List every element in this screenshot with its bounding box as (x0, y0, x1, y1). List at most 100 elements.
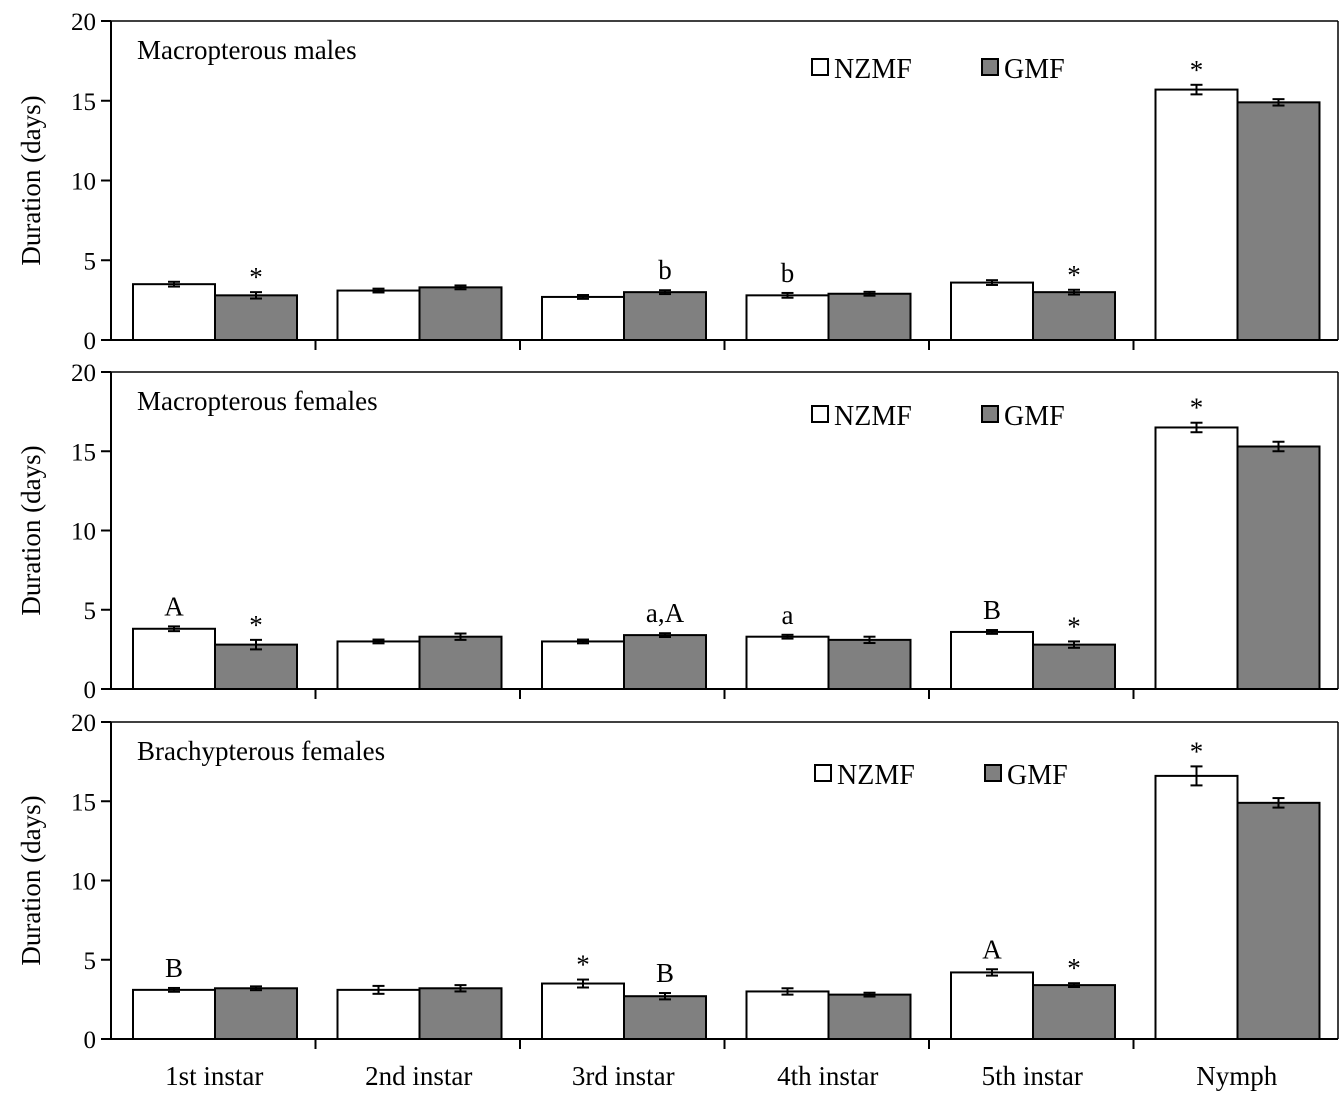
bar-nzmf-4th-instar (745, 990, 830, 1041)
bar-nzmf-nymph (1154, 426, 1239, 690)
panel-1: 0 5 10 15 20 Duration (days) Macropterous male… (16, 9, 1339, 355)
bar-nzmf-2nd-instar (336, 640, 421, 691)
error-bar-nzmf-1st-instar (168, 986, 180, 993)
error-bar-nzmf-2nd-instar (372, 287, 385, 294)
error-bar-nzmf-4th-instar (781, 633, 794, 640)
error-bar-gmf-3rd-instar (659, 632, 671, 639)
legend: NZMF GMF (811, 54, 1065, 85)
annotation-3rd-instar: * (576, 950, 590, 980)
error-bar-nzmf-4th-instar (781, 291, 794, 299)
x-category-label-1st-instar: 1st instar (165, 1061, 263, 1091)
error-bar-gmf-1st-instar (250, 638, 262, 651)
legend-swatch-nzmf (811, 405, 829, 423)
error-bar-gmf-1st-instar (250, 291, 262, 300)
annotation-3rd-instar: a,A (646, 598, 685, 628)
error-bar-gmf-5th-instar (1068, 288, 1080, 296)
legend-label-gmf: GMF (1004, 401, 1065, 432)
error-bar-nzmf-3rd-instar (577, 294, 589, 300)
error-bar-gmf-4th-instar (863, 290, 876, 297)
annotation-3rd-instar: b (658, 255, 672, 285)
error-bar-gmf-nymph (1272, 797, 1285, 809)
x-category-label-3rd-instar: 3rd instar (572, 1061, 675, 1091)
bar-nzmf-4th-instar (745, 635, 830, 691)
y-tick-label: 15 (71, 789, 96, 816)
panel-title: Macropterous females (137, 386, 378, 416)
x-category-label-5th-instar: 5th instar (982, 1061, 1083, 1091)
bar-gmf-2nd-instar (418, 635, 503, 691)
panel-title: Brachypterous females (137, 736, 385, 766)
annotation-5th-instar: * (1067, 953, 1081, 983)
bar-gmf-4th-instar (827, 292, 912, 341)
error-bar-gmf-1st-instar (250, 985, 262, 992)
y-tick-label: 0 (84, 1027, 97, 1054)
error-bar-gmf-3rd-instar (659, 992, 671, 1001)
x-category-label-4th-instar: 4th instar (777, 1061, 878, 1091)
error-bar-gmf-3rd-instar (659, 289, 671, 296)
y-tick-label: 5 (84, 598, 97, 625)
error-bar-nzmf-4th-instar (781, 987, 794, 996)
error-bar-nzmf-1st-instar (168, 625, 180, 633)
y-tick-label: 10 (71, 519, 96, 546)
panel-2: 0 5 10 15 20 Duration (days) Macropterous fema… (16, 360, 1339, 704)
bar-gmf-3rd-instar (623, 634, 707, 690)
annotation-1st-instar: A (164, 591, 184, 621)
panel-3: 0 5 10 15 20 Duration (days) Brachypterous fem… (16, 710, 1339, 1054)
y-tick-label: 15 (71, 89, 96, 116)
bar-gmf-5th-instar (1032, 643, 1116, 690)
error-bar-gmf-2nd-instar (454, 632, 467, 641)
bar-gmf-nymph (1236, 101, 1321, 341)
y-tick-label: 10 (71, 169, 96, 196)
bar-nzmf-1st-instar (132, 627, 216, 691)
error-bar-gmf-2nd-instar (454, 984, 467, 993)
error-bar-gmf-5th-instar (1068, 982, 1080, 989)
error-bar-nzmf-3rd-instar (577, 638, 589, 645)
x-category-label-2nd-instar: 2nd instar (365, 1061, 472, 1091)
error-bar-gmf-2nd-instar (454, 284, 467, 291)
error-bar-gmf-5th-instar (1068, 640, 1080, 649)
y-tick-label: 20 (71, 9, 96, 36)
legend: NZMF GMF (814, 760, 1068, 791)
error-bar-nzmf-3rd-instar (577, 978, 589, 989)
error-bar-gmf-nymph (1272, 440, 1285, 453)
bar-gmf-1st-instar (214, 987, 298, 1041)
legend-label-nzmf: NZMF (834, 54, 912, 85)
bar-gmf-4th-instar (827, 993, 912, 1040)
bar-nzmf-3rd-instar (541, 982, 625, 1041)
annotation-nymph: * (1190, 736, 1204, 766)
error-bar-nzmf-5th-instar (986, 629, 998, 635)
bar-nzmf-nymph (1154, 774, 1239, 1040)
legend-label-nzmf: NZMF (834, 401, 912, 432)
error-bar-nzmf-2nd-instar (372, 984, 385, 995)
error-bar-nzmf-2nd-instar (372, 638, 385, 645)
y-tick-label: 20 (71, 710, 96, 737)
y-axis-title: Duration (days) (16, 95, 46, 265)
annotation-3rd-instar: B (656, 958, 674, 988)
bar-nzmf-5th-instar (950, 971, 1034, 1040)
annotation-5th-instar: * (1067, 611, 1081, 641)
annotation-1st-instar: B (165, 953, 183, 983)
x-category-label-nymph: Nymph (1196, 1061, 1278, 1091)
legend-swatch-gmf (981, 405, 999, 423)
y-axis-title: Duration (days) (16, 795, 46, 965)
annotation-nymph: * (1190, 393, 1204, 423)
annotation-nymph: * (1190, 55, 1204, 85)
annotation-1st-instar: * (249, 262, 263, 292)
bar-gmf-1st-instar (214, 294, 298, 341)
bar-gmf-1st-instar (214, 643, 298, 690)
y-tick-label: 10 (71, 869, 96, 896)
legend-swatch-gmf (981, 58, 999, 76)
bar-nzmf-1st-instar (132, 283, 216, 341)
bar-nzmf-3rd-instar (541, 295, 625, 341)
annotation-4th-instar: a (782, 600, 794, 630)
error-bar-nzmf-1st-instar (168, 280, 180, 288)
legend-label-gmf: GMF (1004, 54, 1065, 85)
bar-nzmf-5th-instar (950, 281, 1034, 341)
bar-gmf-3rd-instar (623, 995, 707, 1041)
bar-gmf-nymph (1236, 445, 1321, 690)
bar-gmf-2nd-instar (418, 987, 503, 1041)
error-bar-nzmf-5th-instar (986, 968, 998, 977)
error-bar-gmf-4th-instar (863, 991, 876, 998)
bar-gmf-5th-instar (1032, 984, 1116, 1040)
bar-nzmf-1st-instar (132, 988, 216, 1040)
